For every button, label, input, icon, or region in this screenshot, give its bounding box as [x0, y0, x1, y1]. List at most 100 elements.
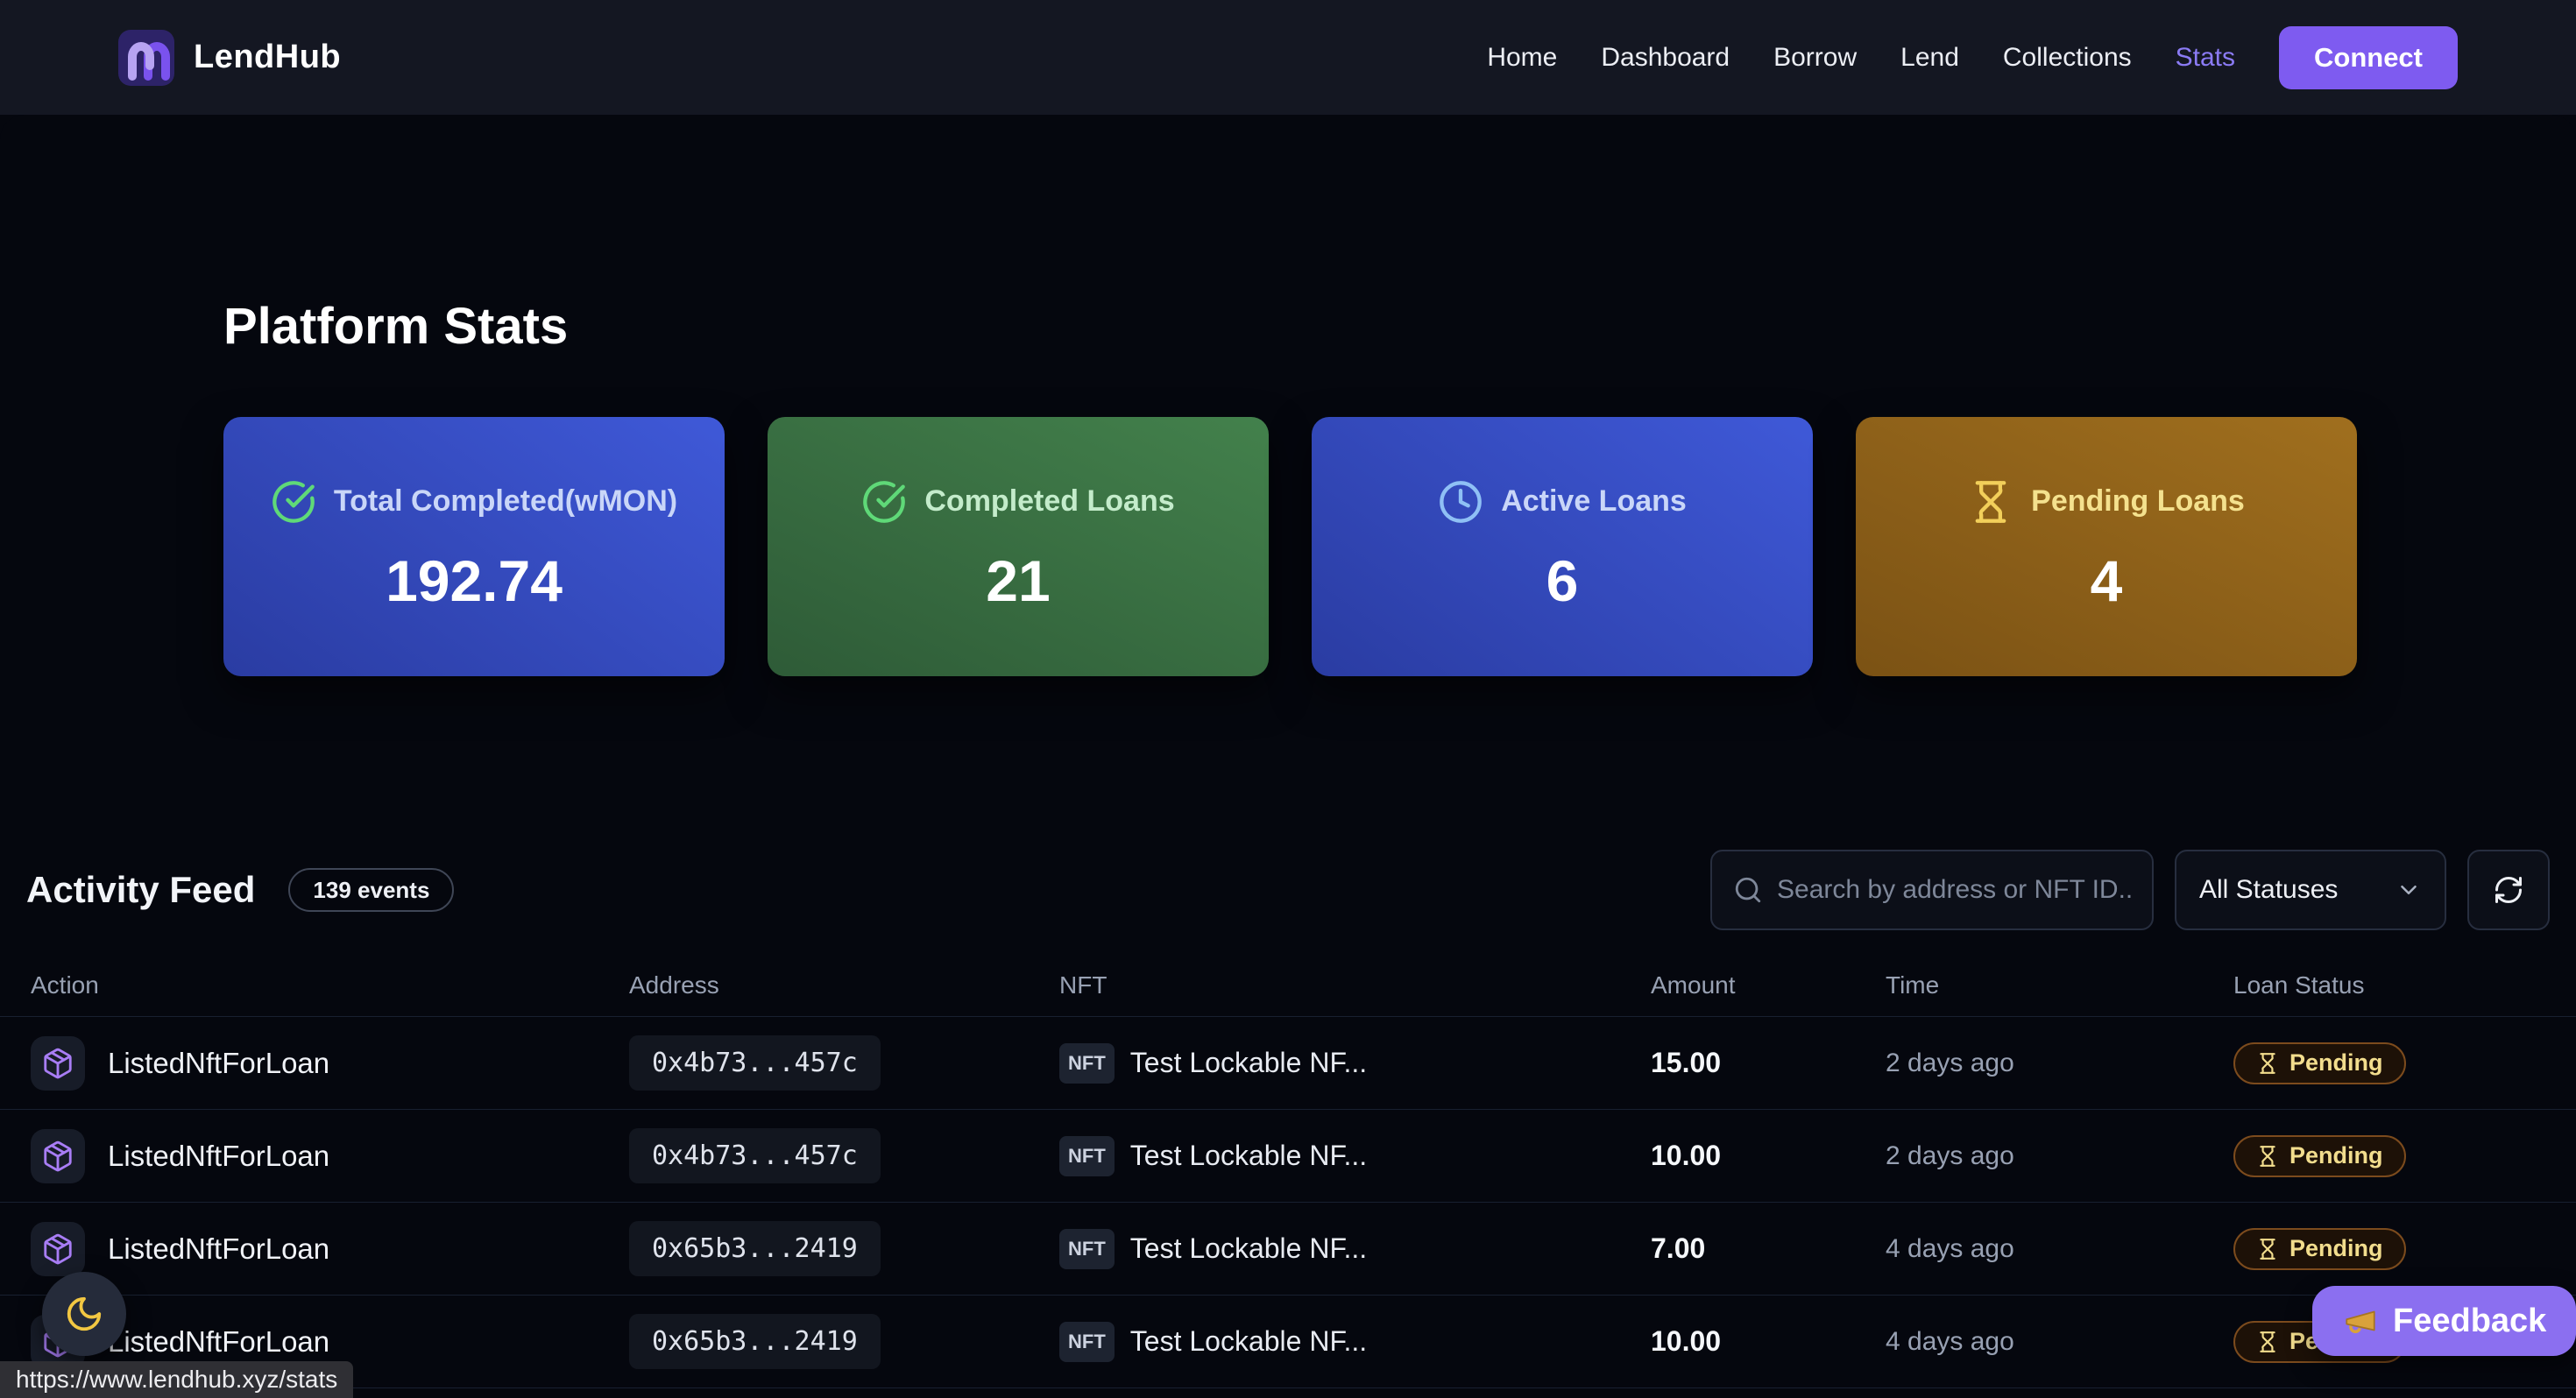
column-header-nft: NFT	[1059, 971, 1108, 999]
column-header-amount: Amount	[1651, 971, 1736, 999]
feedback-button[interactable]: Feedback	[2312, 1286, 2576, 1356]
stat-card-value: 192.74	[386, 548, 563, 613]
stat-card-head: Active Loans	[1438, 479, 1687, 525]
package-icon	[31, 1128, 85, 1183]
activity-table: Action Address NFT Amount Time Loan Status Li…	[0, 954, 2576, 1398]
table-row[interactable]: RepaidLoan 0x4b73...457c NFT - - 7 days …	[0, 1388, 2576, 1398]
column-header-loan-status: Loan Status	[2233, 971, 2365, 999]
moon-icon	[67, 1296, 102, 1331]
package-icon	[31, 1035, 85, 1091]
events-count-badge: 139 events	[288, 868, 455, 912]
amount-cell: 15.00	[1651, 1047, 1722, 1078]
stat-card-value: 4	[2090, 548, 2123, 613]
nav-link-collections[interactable]: Collections	[2002, 42, 2132, 72]
stats-cards: Total Completed(wMON) 192.74 Completed L…	[223, 417, 2357, 676]
stat-card-value: 21	[986, 548, 1051, 613]
table-row[interactable]: ListedNftForLoan 0x4b73...457c NFT Test …	[0, 1017, 2576, 1110]
stat-card-3: Pending Loans 4	[1856, 417, 2357, 676]
address-chip[interactable]: 0x4b73...457c	[629, 1128, 881, 1183]
column-header-action: Action	[31, 971, 99, 999]
refresh-button[interactable]	[2467, 850, 2550, 930]
clock-icon	[1440, 481, 1483, 523]
nft-name: Test Lockable NF...	[1129, 1232, 1368, 1264]
nft-cell: NFT Test Lockable NF...	[1059, 1042, 1651, 1084]
amount-cell: 10.00	[1651, 1325, 1722, 1357]
activity-controls: All Statuses	[1710, 850, 2550, 930]
status-filter-select[interactable]: All Statuses	[2175, 850, 2446, 930]
nft-name: Test Lockable NF...	[1129, 1325, 1368, 1357]
amount-cell: 10.00	[1651, 1140, 1722, 1171]
stat-card-title: Active Loans	[1501, 484, 1687, 519]
page-title: Platform Stats	[223, 298, 569, 355]
action-cell: ListedNftForLoan	[31, 1221, 629, 1276]
stat-card-title: Completed Loans	[924, 484, 1175, 519]
status-badge: Pending	[2233, 1134, 2406, 1177]
nft-name: Test Lockable NF...	[1129, 1140, 1368, 1171]
chevron-down-icon	[2401, 886, 2417, 894]
status-label: Pending	[2289, 1235, 2383, 1261]
nav-link-lend[interactable]: Lend	[1900, 42, 1959, 72]
top-nav: LendHub Home Dashboard Borrow Lend Collectio…	[0, 0, 2576, 115]
stat-card-head: Total Completed(wMON)	[271, 479, 677, 525]
table-body: ListedNftForLoan 0x4b73...457c NFT Test …	[0, 1017, 2576, 1398]
nft-tag: NFT	[1059, 1042, 1115, 1084]
feedback-label: Feedback	[2393, 1302, 2547, 1339]
nft-tag: NFT	[1059, 1228, 1115, 1269]
action-label: ListedNftForLoan	[108, 1324, 330, 1358]
amount-cell: 7.00	[1651, 1232, 1706, 1264]
check-circle-icon	[272, 481, 315, 523]
status-badge: Pending	[2233, 1227, 2406, 1270]
time-cell: 4 days ago	[1886, 1233, 2014, 1263]
stat-card-0: Total Completed(wMON) 192.74	[223, 417, 725, 676]
time-cell: 4 days ago	[1886, 1326, 2014, 1356]
action-label: ListedNftForLoan	[108, 1232, 330, 1265]
time-cell: 2 days ago	[1886, 1048, 2014, 1077]
action-label: ListedNftForLoan	[108, 1046, 330, 1079]
address-chip[interactable]: 0x65b3...2419	[629, 1221, 881, 1276]
table-row[interactable]: ListedNftForLoan 0x65b3...2419 NFT Test …	[0, 1203, 2576, 1296]
status-label: Pending	[2289, 1049, 2383, 1076]
check-circle-icon	[863, 481, 906, 523]
status-cell: Pending	[2233, 1041, 2576, 1084]
table-row[interactable]: ListedNftForLoan 0x65b3...2419 NFT Test …	[0, 1296, 2576, 1388]
stat-card-title: Total Completed(wMON)	[333, 484, 678, 519]
status-bar-url: https://www.lendhub.xyz/stats	[0, 1361, 354, 1398]
stat-card-2: Active Loans 6	[1312, 417, 1813, 676]
brand-name: LendHub	[194, 39, 342, 75]
nft-tag: NFT	[1059, 1135, 1115, 1176]
action-cell: ListedNftForLoan	[31, 1035, 629, 1091]
theme-toggle-button[interactable]	[42, 1272, 126, 1356]
hourglass-icon	[2260, 1331, 2275, 1352]
action-cell: ListedNftForLoan	[31, 1128, 629, 1183]
stat-card-head: Pending Loans	[1968, 479, 2245, 525]
column-header-time: Time	[1886, 971, 1940, 999]
search-icon	[1735, 877, 1761, 903]
address-chip[interactable]: 0x65b3...2419	[629, 1314, 881, 1369]
nft-cell: NFT Test Lockable NF...	[1059, 1135, 1651, 1176]
search-input[interactable]	[1777, 875, 2131, 905]
nav-link-dashboard[interactable]: Dashboard	[1601, 42, 1730, 72]
stat-card-1: Completed Loans 21	[768, 417, 1269, 676]
status-badge: Pending	[2233, 1041, 2406, 1084]
nav-link-home[interactable]: Home	[1487, 42, 1558, 72]
address-cell: 0x65b3...2419	[629, 1221, 1059, 1276]
status-label: Pending	[2289, 1142, 2383, 1169]
stat-card-title: Pending Loans	[2031, 484, 2245, 519]
lendhub-logo-icon	[118, 29, 174, 86]
nav-link-borrow[interactable]: Borrow	[1773, 42, 1858, 72]
column-header-address: Address	[629, 971, 719, 999]
status-cell: Pending	[2233, 1134, 2576, 1177]
activity-header: Activity Feed 139 events All Statuses	[26, 849, 2550, 931]
hourglass-icon	[1975, 481, 2006, 523]
address-chip[interactable]: 0x4b73...457c	[629, 1035, 881, 1091]
nav-link-stats[interactable]: Stats	[2175, 42, 2235, 72]
brand[interactable]: LendHub	[118, 29, 342, 86]
megaphone-icon	[2346, 1310, 2375, 1333]
connect-button[interactable]: Connect	[2279, 25, 2458, 89]
table-row[interactable]: ListedNftForLoan 0x4b73...457c NFT Test …	[0, 1110, 2576, 1203]
address-cell: 0x4b73...457c	[629, 1128, 1059, 1183]
time-cell: 2 days ago	[1886, 1140, 2014, 1170]
status-filter-value: All Statuses	[2199, 875, 2339, 904]
address-cell: 0x65b3...2419	[629, 1314, 1059, 1369]
